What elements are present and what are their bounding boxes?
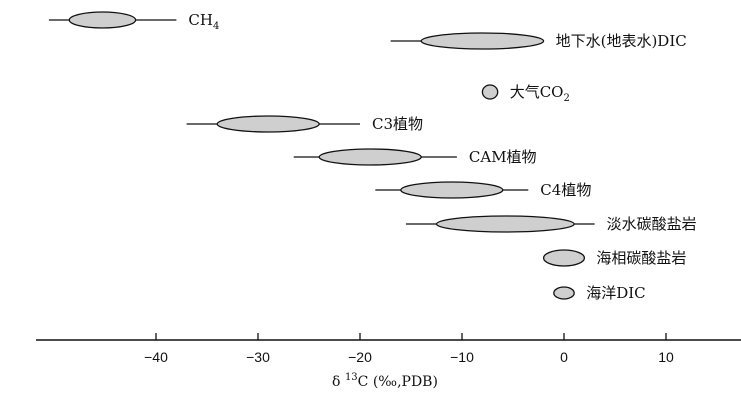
range-core-ellipse bbox=[481, 84, 499, 100]
range-item-label-main: 海洋DIC bbox=[586, 284, 645, 302]
range-item: C3植物 bbox=[186, 115, 423, 133]
range-core-ellipse bbox=[216, 115, 320, 133]
range-item-label-main: CAM植物 bbox=[469, 148, 537, 166]
range-item-label: 大气CO2 bbox=[510, 83, 570, 104]
range-item-label-main: CH bbox=[188, 11, 213, 29]
range-items: CH4 地下水(地表水)DIC 大气CO2 C3植物 CAM植物C4植物淡水碳酸盐岩海相… bbox=[48, 11, 697, 302]
x-tick-label: −40 bbox=[144, 349, 168, 365]
range-item-label-main: 海相碳酸盐岩 bbox=[596, 249, 686, 267]
x-axis-label: δ 13C (‰,PDB) bbox=[332, 372, 438, 390]
range-item-label: 海相碳酸盐岩 bbox=[596, 249, 686, 267]
range-item-label-main: C4植物 bbox=[540, 181, 591, 199]
x-axis-label-sup: 13 bbox=[345, 372, 358, 383]
x-axis: −40 −30 −20 −10 0 10 bbox=[36, 333, 741, 365]
range-item: 海洋DIC bbox=[553, 284, 646, 302]
range-item: 地下水(地表水)DIC bbox=[390, 32, 687, 50]
x-tick-label: −20 bbox=[348, 349, 372, 365]
range-item: 大气CO2 bbox=[481, 83, 570, 104]
x-axis-label-prefix: δ bbox=[332, 374, 345, 390]
range-item: CH4 bbox=[48, 11, 219, 32]
range-core-ellipse bbox=[553, 286, 575, 300]
range-item-label: 海洋DIC bbox=[586, 284, 645, 302]
range-item-label-main: 淡水碳酸盐岩 bbox=[607, 215, 697, 233]
range-item-label: C3植物 bbox=[372, 115, 423, 133]
range-item-label-sub: 2 bbox=[563, 93, 569, 104]
range-item-label: 地下水(地表水)DIC bbox=[556, 32, 687, 50]
range-core-ellipse bbox=[435, 215, 575, 233]
x-tick-label: 0 bbox=[560, 349, 568, 365]
range-item-label: CH4 bbox=[188, 11, 219, 32]
range-item-label-main: 大气CO bbox=[510, 83, 564, 101]
x-axis-label-suffix: C (‰,PDB) bbox=[358, 374, 438, 390]
range-core-ellipse bbox=[420, 32, 545, 50]
range-core-ellipse bbox=[400, 181, 504, 199]
range-item-label-main: 地下水(地表水)DIC bbox=[556, 32, 687, 50]
range-core-ellipse bbox=[542, 249, 586, 267]
range-core-ellipse bbox=[68, 11, 137, 29]
range-item-label-main: C3植物 bbox=[372, 115, 423, 133]
range-core-ellipse bbox=[318, 148, 422, 166]
range-item-label-sub: 4 bbox=[213, 21, 219, 32]
range-item: 淡水碳酸盐岩 bbox=[405, 215, 697, 233]
range-item: C4植物 bbox=[375, 181, 591, 199]
range-item: 海相碳酸盐岩 bbox=[542, 249, 686, 267]
range-item-label: 淡水碳酸盐岩 bbox=[607, 215, 697, 233]
x-tick-label: −30 bbox=[246, 349, 270, 365]
range-item-label: CAM植物 bbox=[469, 148, 537, 166]
x-tick-label: 10 bbox=[658, 349, 674, 365]
range-item-label: C4植物 bbox=[540, 181, 591, 199]
x-tick-label: −10 bbox=[450, 349, 474, 365]
range-item: CAM植物 bbox=[293, 148, 537, 166]
